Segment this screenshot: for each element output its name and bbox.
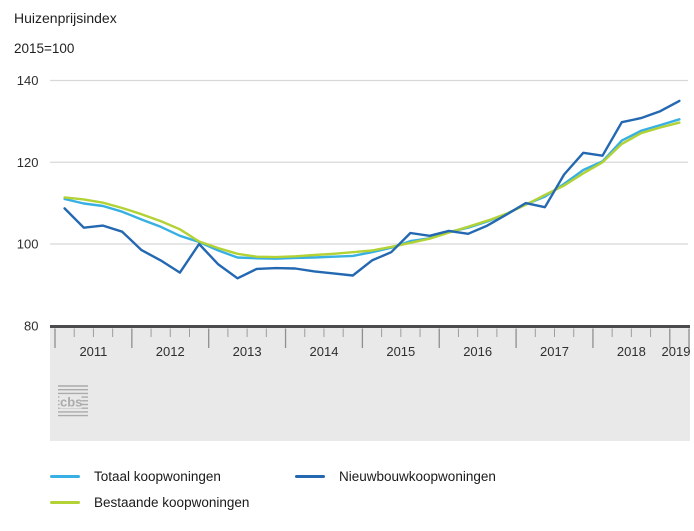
x-axis-band [50,326,690,441]
legend-item-bestaande: Bestaande koopwoningen [50,489,295,515]
cbs-logo-letter-area [59,394,82,409]
legend-swatch-bestaande [50,500,80,504]
legend-label-bestaande: Bestaande koopwoningen [94,494,250,510]
legend-swatch-totaal [50,474,80,478]
x-axis-label: 2015 [386,344,415,359]
x-axis-band-border [50,325,690,328]
y-axis-label: 100 [17,237,39,252]
legend-item-nieuwbouw: Nieuwbouwkoopwoningen [295,463,496,489]
legend-swatch-nieuwbouw [295,474,325,478]
legend-column-right: Nieuwbouwkoopwoningen [295,463,496,515]
legend-label-nieuwbouw: Nieuwbouwkoopwoningen [339,468,496,484]
x-axis-label: 2019 [662,344,691,359]
y-axis-label: 80 [24,318,38,333]
legend-item-totaal: Totaal koopwoningen [50,463,295,489]
chart-legend: Totaal koopwoningen Bestaande koopwoning… [50,463,694,515]
x-axis-label: 2018 [617,344,646,359]
x-axis-label: 2012 [156,344,185,359]
x-axis-label: 2011 [79,344,107,359]
chart-title: Huizenprijsindex [14,10,117,26]
cbs-logo-text: cbs [60,395,82,410]
series-line-nieuwbouw [63,99,681,280]
cbs-house-price-chart: Huizenprijsindex 2015=100 80 100 120 140 201… [0,10,694,515]
chart-subtitle: 2015=100 [14,41,75,56]
line-chart: 80 100 120 140 2011 2012 2013 2014 2015 2016 2017 2… [17,73,691,441]
x-axis-label: 2013 [233,344,262,359]
cbs-logo: cbs [58,385,88,417]
x-axis-label: 2016 [463,344,492,359]
x-axis-label: 2017 [540,344,569,359]
y-axis-label: 140 [17,73,39,88]
legend-label-totaal: Totaal koopwoningen [94,468,221,484]
x-axis-label: 2014 [310,344,339,359]
series-line-totaal [63,118,681,260]
y-axis-label: 120 [17,155,39,170]
series-line-bestaande [63,121,681,259]
legend-column-left: Totaal koopwoningen Bestaande koopwoning… [50,463,295,515]
